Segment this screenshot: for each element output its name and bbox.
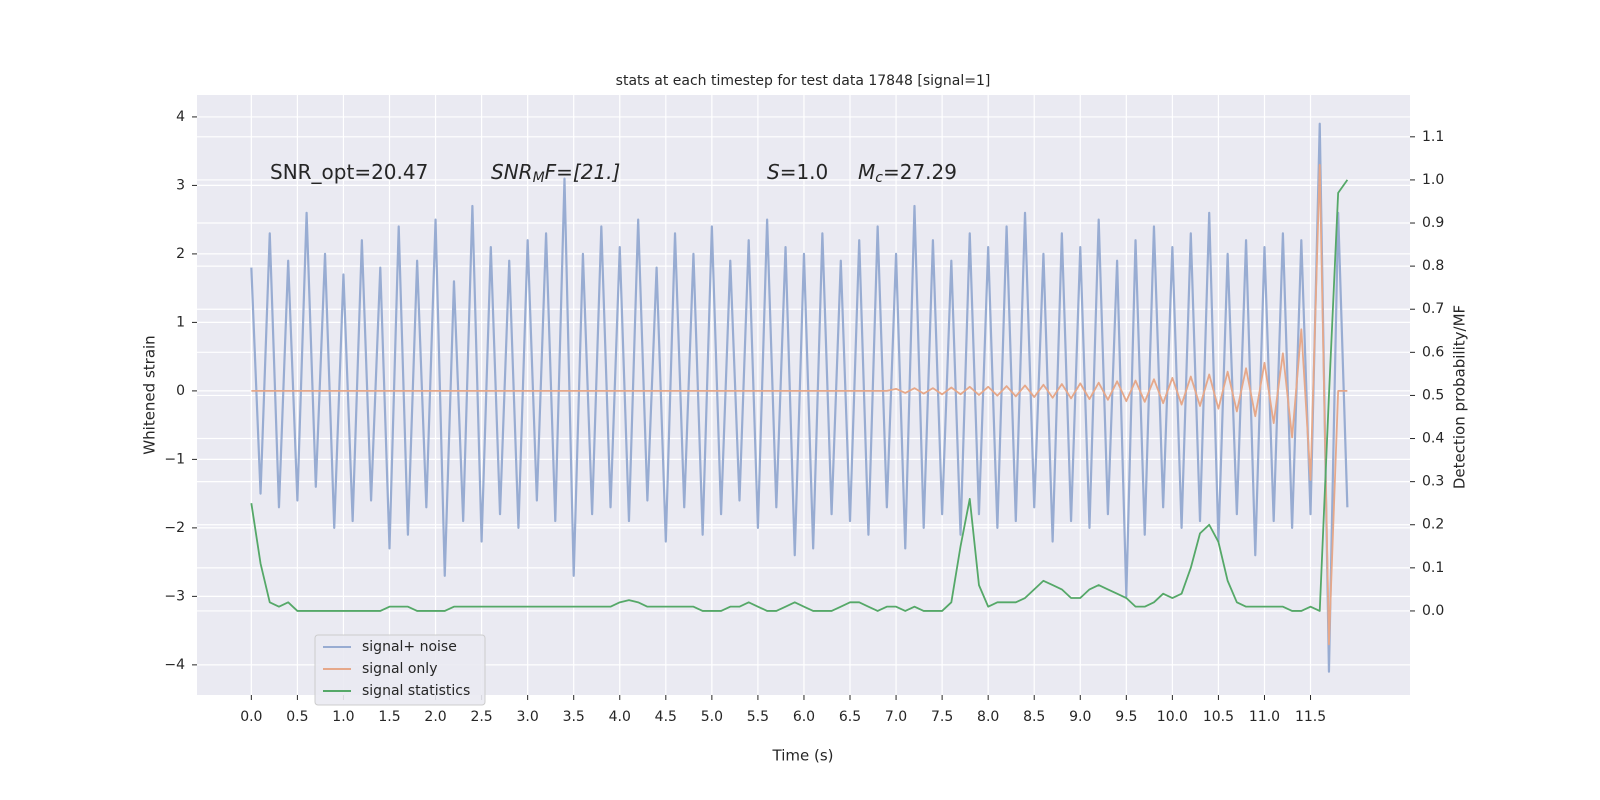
y-tick-label: 0 [176, 383, 185, 399]
x-tick-label: 0.5 [286, 709, 308, 725]
x-tick-label: 1.0 [332, 709, 354, 725]
annotation: SNR_opt=20.47 [270, 160, 428, 184]
y2-tick-label: 0.7 [1422, 301, 1444, 317]
annotation-subscript: c [875, 170, 883, 186]
y2-tick-label: 0.5 [1422, 387, 1444, 403]
x-tick-label: 11.5 [1295, 709, 1326, 725]
y2-tick-label: 1.1 [1422, 129, 1444, 145]
legend-label: signal statistics [362, 683, 470, 699]
x-tick-label: 8.0 [977, 709, 999, 725]
y2-axis-label: Detection probability/MF [1451, 305, 1469, 489]
x-tick-label: 10.0 [1157, 709, 1188, 725]
legend-label: signal only [362, 661, 437, 677]
y-axis-label: Whitened strain [141, 335, 159, 454]
series-line [251, 163, 1348, 646]
annotation-subscript: M [533, 170, 545, 186]
y2-tick-label: 0.6 [1422, 344, 1444, 360]
x-tick-label: 2.5 [470, 709, 492, 725]
x-tick-label: 3.5 [563, 709, 585, 725]
x-tick-label: 4.5 [655, 709, 677, 725]
y-tick-label: 3 [176, 177, 185, 193]
x-tick-label: 4.0 [609, 709, 631, 725]
x-tick-label: 7.5 [931, 709, 953, 725]
y2-tick-label: 0.8 [1422, 258, 1444, 274]
x-tick-label: 3.0 [517, 709, 539, 725]
x-tick-label: 10.5 [1203, 709, 1234, 725]
x-tick-label: 7.0 [885, 709, 907, 725]
y-tick-label: −4 [164, 657, 185, 673]
x-axis-label: Time (s) [772, 747, 834, 765]
x-tick-label: 5.0 [701, 709, 723, 725]
x-tick-label: 5.5 [747, 709, 769, 725]
annotation: SNRMF=[21.] [491, 160, 620, 187]
y2-tick-label: 0.1 [1422, 560, 1444, 576]
y2-tick-label: 0.2 [1422, 517, 1444, 533]
y2-tick-label: 1.0 [1422, 172, 1444, 188]
y-tick-label: −3 [164, 588, 185, 604]
annotation-rest: =27.29 [883, 160, 957, 184]
annotation-symbol: M [858, 160, 875, 184]
y-tick-label: 1 [176, 314, 185, 330]
annotation-symbol: SNR [491, 160, 533, 184]
y2-tick-label: 0.4 [1422, 431, 1444, 447]
x-tick-label: 6.0 [793, 709, 815, 725]
chart-title: stats at each timestep for test data 178… [616, 73, 991, 89]
y2-tick-label: 0.9 [1422, 215, 1444, 231]
annotation-rest: F=[21.] [545, 160, 621, 184]
x-tick-label: 0.0 [240, 709, 262, 725]
x-tick-label: 2.0 [424, 709, 446, 725]
x-tick-label: 9.5 [1115, 709, 1137, 725]
annotation-text: SNR_opt=20.47 [270, 160, 428, 184]
y-tick-label: −2 [164, 520, 185, 536]
annotation-symbol: S [767, 160, 780, 184]
legend-label: signal+ noise [362, 639, 457, 655]
series-line [250, 179, 1349, 612]
x-tick-label: 9.0 [1069, 709, 1091, 725]
y-tick-label: −1 [164, 451, 185, 467]
annotation: Mc=27.29 [858, 160, 957, 187]
y2-tick-label: 0.3 [1422, 474, 1444, 490]
annotation: S=1.0 [767, 160, 828, 184]
y-tick-label: 4 [176, 109, 185, 125]
x-tick-label: 11.0 [1249, 709, 1280, 725]
series-line [250, 122, 1349, 673]
x-tick-label: 8.5 [1023, 709, 1045, 725]
x-tick-label: 6.5 [839, 709, 861, 725]
y2-tick-label: 0.0 [1422, 603, 1444, 619]
legend-box [314, 634, 486, 706]
x-tick-label: 1.5 [378, 709, 400, 725]
y-tick-label: 2 [176, 246, 185, 262]
annotation-rest: =1.0 [780, 160, 829, 184]
